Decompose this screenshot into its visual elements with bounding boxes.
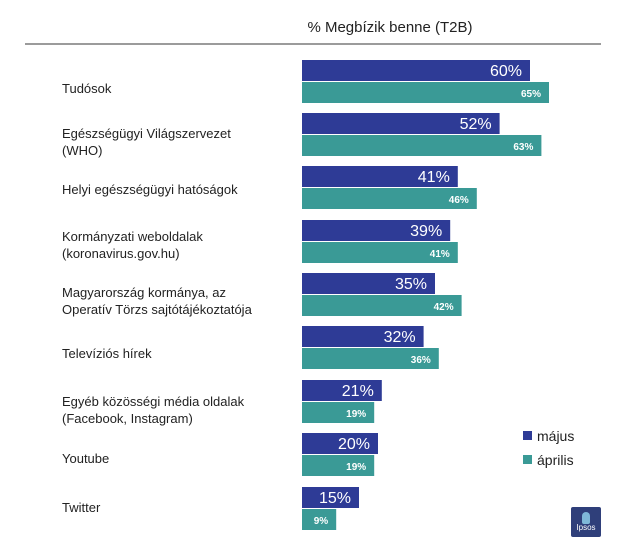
legend-swatch-april xyxy=(523,455,532,464)
data-label-april: 19% xyxy=(346,462,366,473)
data-label-may: 35% xyxy=(395,276,427,293)
bar-april xyxy=(302,188,477,209)
category-label: Egyéb közösségi média oldalak (Facebook,… xyxy=(62,394,245,426)
data-label-may: 60% xyxy=(490,63,522,80)
category-label: Egészségügyi Világszervezet (WHO) xyxy=(62,126,231,158)
data-label-may: 41% xyxy=(418,169,450,186)
bar-may xyxy=(302,60,530,81)
bar-april xyxy=(302,82,549,103)
data-label-april: 65% xyxy=(521,89,541,100)
legend-swatch-may xyxy=(523,431,532,440)
bar-april xyxy=(302,455,375,476)
category-label: Helyi egészségügyi hatóságok xyxy=(62,182,238,197)
data-label-april: 41% xyxy=(430,249,450,260)
data-label-may: 32% xyxy=(384,329,416,346)
data-label-april: 63% xyxy=(513,142,533,153)
bar-april xyxy=(302,242,458,263)
legend-label-may: május xyxy=(537,428,575,444)
logo-text: Ipsos xyxy=(576,523,596,532)
data-label-may: 20% xyxy=(338,436,370,453)
category-label: Magyarország kormánya, az Operatív Törzs… xyxy=(62,285,252,317)
data-label-april: 9% xyxy=(314,516,329,527)
category-label: Tudósok xyxy=(62,81,112,96)
bar-april xyxy=(302,295,462,316)
data-label-may: 39% xyxy=(410,223,442,240)
data-label-may: 15% xyxy=(319,490,351,507)
bar-april xyxy=(302,402,375,423)
bar-may xyxy=(302,487,359,508)
legend-item-may: május xyxy=(523,428,574,444)
bar-april xyxy=(302,348,439,369)
legend-item-april: április xyxy=(523,452,574,468)
data-label-april: 36% xyxy=(411,355,431,366)
chart-title: % Megbízik benne (T2B) xyxy=(307,19,473,36)
category-label: Youtube xyxy=(62,451,110,466)
data-label-april: 19% xyxy=(346,409,366,420)
bar-may xyxy=(302,166,458,187)
data-label-april: 46% xyxy=(449,195,469,206)
bar-may xyxy=(302,326,424,347)
logo-mark xyxy=(582,512,590,524)
data-label-may: 52% xyxy=(460,116,492,133)
category-label: Twitter xyxy=(62,500,101,515)
data-label-april: 42% xyxy=(434,302,454,313)
data-label-may: 21% xyxy=(342,383,374,400)
bar-may xyxy=(302,220,451,241)
category-label: Kormányzati weboldalak (koronavirus.gov.… xyxy=(62,229,203,261)
bar-may xyxy=(302,380,382,401)
bar-april xyxy=(302,509,337,530)
bar-april xyxy=(302,135,542,156)
legend-label-april: április xyxy=(537,452,574,468)
bar-may xyxy=(302,113,500,134)
title-rule xyxy=(25,43,601,45)
bar-may xyxy=(302,273,435,294)
category-label: Televíziós hírek xyxy=(62,346,152,361)
ipsos-logo: Ipsos xyxy=(571,507,601,537)
bar-may xyxy=(302,433,378,454)
